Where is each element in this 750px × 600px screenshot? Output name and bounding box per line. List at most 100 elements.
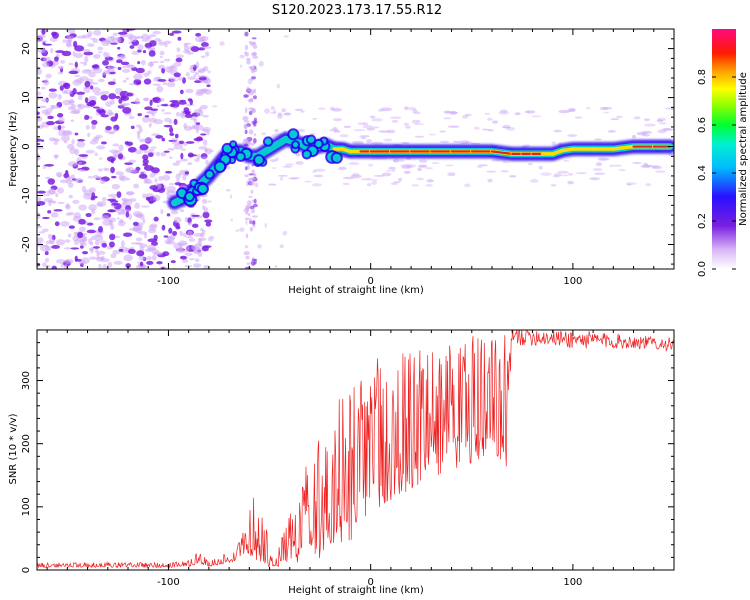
noise-speckle	[54, 56, 59, 62]
noise-speckle	[48, 92, 58, 99]
noise-speckle	[403, 170, 411, 174]
noise-speckle	[251, 37, 257, 40]
noise-speckle	[103, 168, 110, 172]
noise-speckle	[63, 89, 73, 95]
noise-speckle	[183, 49, 191, 54]
noise-speckle	[202, 126, 211, 133]
noise-speckle	[124, 162, 134, 165]
ridge-blob-core	[206, 171, 213, 178]
noise-speckle	[68, 62, 74, 66]
noise-speckle	[135, 81, 141, 84]
noise-speckle	[98, 109, 106, 116]
noise-speckle	[163, 150, 170, 153]
noise-speckle	[196, 136, 203, 141]
noise-speckle	[71, 139, 75, 145]
noise-speckle	[116, 59, 123, 64]
noise-speckle	[78, 94, 83, 101]
noise-speckle	[104, 56, 114, 61]
noise-speckle	[134, 97, 140, 105]
noise-speckle	[135, 237, 143, 242]
ridge-blob-core	[315, 140, 322, 148]
noise-speckle	[185, 88, 194, 94]
noise-speckle	[552, 175, 560, 178]
noise-speckle	[147, 152, 154, 158]
noise-speckle	[643, 162, 649, 167]
noise-speckle	[106, 52, 110, 59]
noise-speckle	[185, 141, 195, 144]
noise-speckle	[100, 91, 110, 95]
noise-speckle	[142, 193, 147, 199]
noise-speckle	[276, 83, 280, 89]
noise-speckle	[153, 216, 159, 222]
noise-speckle	[364, 178, 373, 181]
noise-speckle	[59, 59, 66, 64]
noise-speckle	[76, 91, 85, 95]
noise-speckle	[248, 110, 253, 116]
noise-speckle	[184, 113, 194, 118]
noise-speckle	[190, 46, 200, 52]
noise-speckle	[632, 162, 642, 164]
noise-speckle	[79, 242, 88, 247]
noise-speckle	[311, 183, 323, 187]
noise-speckle	[62, 83, 69, 88]
noise-speckle	[243, 251, 250, 256]
noise-speckle	[105, 125, 112, 131]
noise-speckle	[183, 43, 189, 48]
ridge-core-segment	[490, 150, 514, 155]
noise-speckle	[200, 133, 207, 136]
noise-speckle	[550, 184, 557, 187]
noise-speckle	[98, 157, 103, 160]
noise-speckle	[179, 255, 187, 260]
noise-speckle	[123, 254, 134, 262]
snr-panel: -100 0 100 0 100 200 300 Height of straight l…	[8, 329, 675, 596]
noise-speckle	[205, 221, 212, 227]
noise-speckle	[261, 132, 266, 136]
noise-speckle	[413, 123, 425, 126]
noise-speckle	[148, 201, 154, 204]
noise-speckle	[63, 247, 72, 250]
noise-speckle	[191, 214, 200, 217]
noise-speckle	[393, 181, 401, 184]
noise-speckle	[108, 217, 117, 223]
noise-speckle	[164, 239, 172, 244]
noise-speckle	[108, 112, 115, 116]
noise-speckle	[122, 79, 127, 83]
noise-speckle	[122, 65, 127, 69]
noise-speckle	[166, 186, 177, 192]
noise-speckle	[225, 188, 231, 192]
noise-speckle	[640, 164, 652, 168]
noise-speckle	[153, 119, 163, 125]
noise-speckle	[170, 260, 176, 264]
noise-speckle	[180, 152, 184, 160]
noise-speckle	[112, 128, 117, 133]
noise-speckle	[204, 219, 213, 223]
noise-speckle	[65, 40, 72, 47]
noise-speckle	[45, 107, 53, 114]
noise-speckle	[136, 250, 145, 257]
noise-speckle	[166, 81, 176, 88]
noise-speckle	[313, 174, 324, 178]
noise-speckle	[89, 100, 97, 106]
noise-speckle	[366, 183, 372, 187]
noise-speckle	[194, 158, 200, 163]
noise-speckle	[114, 112, 119, 120]
noise-speckle	[102, 196, 107, 202]
noise-speckle	[193, 263, 202, 268]
noise-speckle	[500, 170, 509, 173]
noise-speckle	[145, 111, 154, 114]
noise-speckle	[85, 149, 95, 154]
colorbar-gradient	[712, 29, 736, 269]
noise-speckle	[190, 64, 196, 68]
noise-speckle	[557, 170, 570, 174]
noise-speckle	[90, 235, 96, 241]
noise-speckle	[391, 169, 396, 172]
noise-speckle	[401, 141, 410, 144]
noise-speckle	[149, 185, 159, 191]
noise-speckle	[187, 230, 193, 236]
noise-speckle	[87, 176, 94, 179]
noise-speckle	[114, 36, 122, 41]
noise-speckle	[100, 94, 109, 101]
noise-speckle	[158, 175, 163, 181]
noise-speckle	[82, 251, 89, 255]
